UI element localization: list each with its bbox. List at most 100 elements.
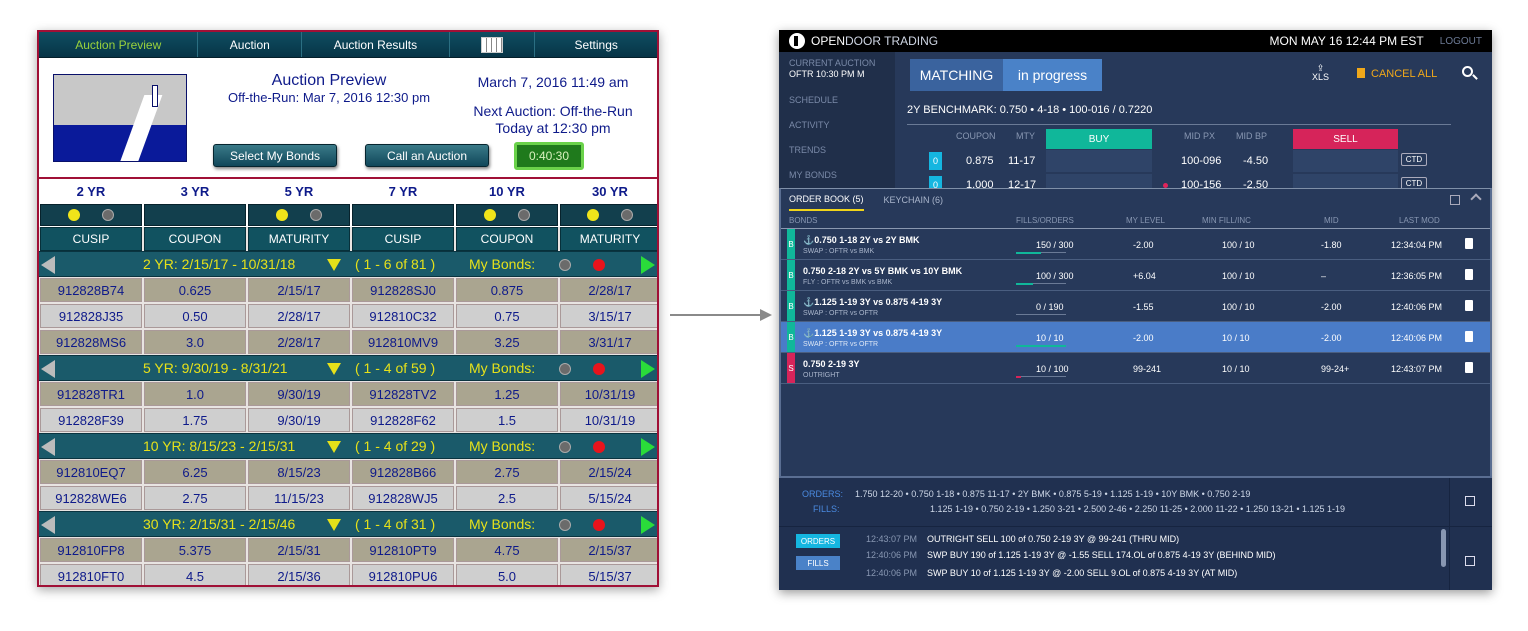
right-arrow-icon[interactable]	[641, 438, 655, 456]
gray-dot-icon[interactable]	[559, 363, 571, 375]
left-arrow-icon[interactable]	[41, 438, 55, 456]
group-header[interactable]: 30 YR: 2/15/31 - 2/15/46 ( 1 - 4 of 31 ) M…	[39, 511, 657, 537]
gray-dot-icon[interactable]	[559, 441, 571, 453]
table-row[interactable]: 912810FP8 5.375 2/15/31 912810PT9 4.75 2/15/3…	[39, 537, 657, 563]
table-row[interactable]: 912828WE6 2.75 11/15/23 912828WJ5 2.5 5/15/24	[39, 485, 657, 511]
left-arrow-icon[interactable]	[41, 516, 55, 534]
dropdown-triangle-icon[interactable]	[327, 363, 341, 375]
sidebar-item-activity[interactable]: ACTIVITY	[789, 120, 830, 130]
trash-icon[interactable]	[1465, 269, 1473, 280]
sidebar-item-trends[interactable]: TRENDS	[789, 145, 827, 155]
collapse-icon[interactable]	[1470, 193, 1482, 205]
order-row[interactable]: S 0.750 2-19 3Y OUTRIGHT 10 / 100 99-241 10 /…	[781, 353, 1490, 384]
year-tab[interactable]: 2 YR	[76, 183, 106, 199]
col-sell[interactable]: SELL	[1293, 129, 1398, 149]
group-header[interactable]: 5 YR: 9/30/19 - 8/31/21 ( 1 - 4 of 59 ) My…	[39, 355, 657, 381]
nav-auction[interactable]: Auction	[198, 32, 303, 57]
table-row[interactable]: 912810FT0 4.5 2/15/36 912810PU6 5.0 5/15/37	[39, 563, 657, 585]
indicator-row	[39, 203, 657, 227]
indicator-cell[interactable]	[40, 204, 142, 226]
trash-icon[interactable]	[1465, 331, 1473, 342]
calendar-icon	[481, 36, 504, 53]
my-level[interactable]: -2.00	[1133, 333, 1154, 343]
table-row[interactable]: 912810EQ7 6.25 8/15/23 912828B66 2.75 2/15/24	[39, 459, 657, 485]
tab-order-book[interactable]: ORDER BOOK (5)	[789, 189, 864, 211]
my-level[interactable]: 99-241	[1133, 364, 1162, 374]
search-icon[interactable]	[1462, 66, 1473, 77]
order-row[interactable]: B 0.750 2-18 2Y vs 5Y BMK vs 10Y BMK FLY :…	[781, 260, 1490, 291]
column-header[interactable]: CUSIP	[352, 227, 454, 251]
select-my-bonds-button[interactable]: Select My Bonds	[213, 144, 337, 167]
order-type: SWAP : OFTR vs BMK	[803, 248, 875, 255]
col-buy[interactable]: BUY	[1046, 129, 1152, 149]
dropdown-triangle-icon[interactable]	[327, 441, 341, 453]
popout-icon[interactable]	[1465, 496, 1475, 506]
red-dot-icon[interactable]	[593, 259, 605, 271]
cancel-all-button[interactable]: CANCEL ALL	[1357, 68, 1437, 80]
table-cell: 8/15/23	[248, 460, 350, 484]
my-level[interactable]: +6.04	[1133, 271, 1156, 281]
my-level[interactable]: -1.55	[1133, 302, 1154, 312]
popout-icon[interactable]	[1450, 195, 1460, 205]
dropdown-triangle-icon[interactable]	[327, 519, 341, 531]
sidebar-item-schedule[interactable]: SCHEDULE	[789, 95, 839, 105]
column-header[interactable]: MATURITY	[560, 227, 657, 251]
column-header[interactable]: COUPON	[144, 227, 246, 251]
gray-dot-icon	[518, 209, 530, 221]
sidebar-item-my-bonds[interactable]: MY BONDS	[789, 170, 837, 180]
gray-dot-icon[interactable]	[559, 519, 571, 531]
activity-panel: ORDERS: FILLS: 1.750 12-20 • 0.750 1-18 …	[779, 478, 1492, 590]
year-tab[interactable]: 30 YR	[592, 183, 628, 199]
order-row[interactable]: B ⚓0.750 1-18 2Y vs 2Y BMK SWAP : OFTR vs …	[781, 229, 1490, 260]
nav-auction-results[interactable]: Auction Results	[302, 32, 450, 57]
scrollbar[interactable]	[1441, 529, 1446, 567]
table-row[interactable]: 912828J35 0.50 2/28/17 912810C32 0.75 3/15/17	[39, 303, 657, 329]
year-tab[interactable]: 3 YR	[180, 183, 210, 199]
group-header[interactable]: 2 YR: 2/15/17 - 10/31/18 ( 1 - 6 of 81 ) M…	[39, 251, 657, 277]
indicator-cell[interactable]	[560, 204, 657, 226]
red-dot-icon[interactable]	[593, 519, 605, 531]
order-bond-name: ⚓1.125 1-19 3Y vs 0.875 4-19 3Y	[803, 328, 943, 338]
column-header[interactable]: MATURITY	[248, 227, 350, 251]
right-arrow-icon[interactable]	[641, 516, 655, 534]
export-xls-button[interactable]: ⇪ XLS	[1312, 63, 1330, 82]
my-level[interactable]: -2.00	[1133, 240, 1154, 250]
dropdown-triangle-icon[interactable]	[327, 259, 341, 271]
orders-button[interactable]: ORDERS	[796, 534, 840, 548]
left-arrow-icon[interactable]	[41, 360, 55, 378]
order-row[interactable]: B ⚓1.125 1-19 3Y vs 0.875 4-19 3Y SWAP : O…	[781, 322, 1490, 353]
left-arrow-icon[interactable]	[41, 256, 55, 274]
popout-icon[interactable]	[1465, 556, 1475, 566]
tab-keychain[interactable]: KEYCHAIN (6)	[883, 195, 944, 205]
bond-row[interactable]: 0 0.875 11-17 100-096 -4.50 CTD	[929, 150, 1449, 172]
column-header[interactable]: COUPON	[456, 227, 558, 251]
table-row[interactable]: 912828B74 0.625 2/15/17 912828SJ0 0.875 2/28/…	[39, 277, 657, 303]
right-arrow-icon[interactable]	[641, 256, 655, 274]
last-mod: 12:40:06 PM	[1391, 333, 1443, 343]
nav-settings[interactable]: Settings	[574, 37, 618, 52]
call-an-auction-button[interactable]: Call an Auction	[365, 144, 489, 167]
fills-button[interactable]: FILLS	[796, 556, 840, 570]
table-row[interactable]: 912828MS6 3.0 2/28/17 912810MV9 3.25 3/31/17	[39, 329, 657, 355]
group-header[interactable]: 10 YR: 8/15/23 - 2/15/31 ( 1 - 4 of 29 ) M…	[39, 433, 657, 459]
trash-icon[interactable]	[1465, 300, 1473, 311]
right-arrow-icon[interactable]	[641, 360, 655, 378]
table-row[interactable]: 912828TR1 1.0 9/30/19 912828TV2 1.25 10/31/19	[39, 381, 657, 407]
gray-dot-icon[interactable]	[559, 259, 571, 271]
indicator-cell[interactable]	[248, 204, 350, 226]
indicator-cell[interactable]	[456, 204, 558, 226]
table-row[interactable]: 912828F39 1.75 9/30/19 912828F62 1.5 10/31/19	[39, 407, 657, 433]
red-dot-icon[interactable]	[593, 441, 605, 453]
trash-icon[interactable]	[1465, 362, 1473, 373]
red-dot-icon[interactable]	[593, 363, 605, 375]
logout-link[interactable]: LOGOUT	[1439, 35, 1482, 47]
year-tab[interactable]: 7 YR	[388, 183, 418, 199]
auction-preview-window: Auction Preview Auction Auction Results …	[37, 30, 659, 587]
year-tab[interactable]: 5 YR	[284, 183, 314, 199]
nav-calendar[interactable]	[450, 32, 536, 57]
order-row[interactable]: B ⚓1.125 1-19 3Y vs 0.875 4-19 3Y SWAP : O…	[781, 291, 1490, 322]
trash-icon[interactable]	[1465, 238, 1473, 249]
column-header[interactable]: CUSIP	[40, 227, 142, 251]
nav-auction-preview[interactable]: Auction Preview	[39, 32, 199, 57]
year-tab[interactable]: 10 YR	[489, 183, 525, 199]
